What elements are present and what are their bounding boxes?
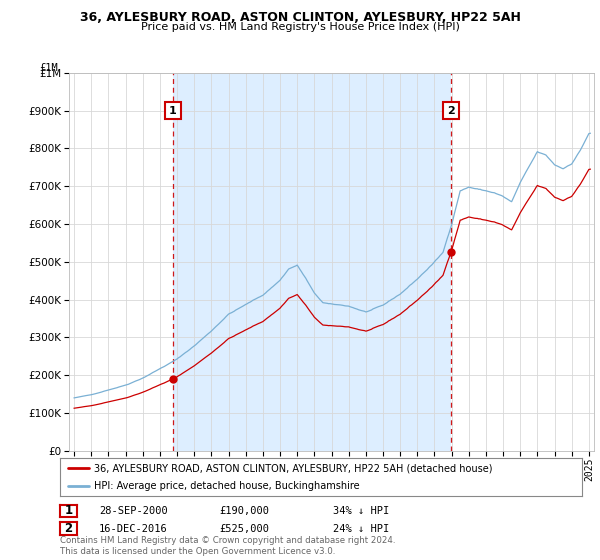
Bar [173,73,451,451]
Text: 16-DEC-2016: 16-DEC-2016 [99,524,168,534]
Text: Contains HM Land Registry data © Crown copyright and database right 2024.
This d: Contains HM Land Registry data © Crown c… [60,536,395,556]
Text: 36, AYLESBURY ROAD, ASTON CLINTON, AYLESBURY, HP22 5AH (detached house): 36, AYLESBURY ROAD, ASTON CLINTON, AYLES… [94,463,493,473]
Text: 28-SEP-2000: 28-SEP-2000 [99,506,168,516]
Text: 24% ↓ HPI: 24% ↓ HPI [333,524,389,534]
Text: 2: 2 [64,522,73,535]
Text: HPI: Average price, detached house, Buckinghamshire: HPI: Average price, detached house, Buck… [94,481,359,491]
Text: £190,000: £190,000 [219,506,269,516]
Text: £525,000: £525,000 [219,524,269,534]
Text: 36, AYLESBURY ROAD, ASTON CLINTON, AYLESBURY, HP22 5AH: 36, AYLESBURY ROAD, ASTON CLINTON, AYLES… [80,11,520,24]
Text: 1: 1 [64,504,73,517]
Text: £1M: £1M [40,63,59,73]
Text: Price paid vs. HM Land Registry's House Price Index (HPI): Price paid vs. HM Land Registry's House … [140,22,460,32]
Text: 2: 2 [447,106,455,115]
Text: 34% ↓ HPI: 34% ↓ HPI [333,506,389,516]
Text: 1: 1 [169,106,176,115]
